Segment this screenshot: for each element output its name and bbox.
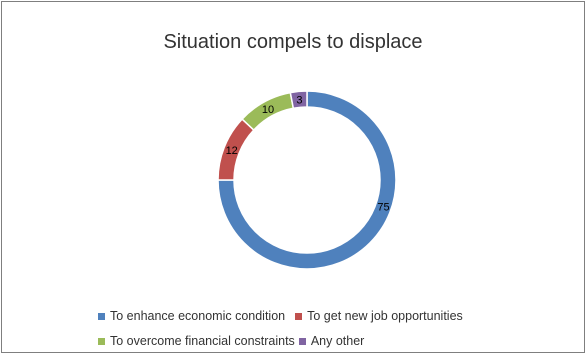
legend-swatch-financial — [98, 337, 105, 345]
legend-swatch-jobs — [295, 312, 303, 320]
legend-item-economic: To enhance economic condition — [98, 309, 285, 323]
data-label-to-overcome-financial-constraints: 10 — [262, 104, 274, 116]
legend-label-other: Any other — [310, 334, 365, 348]
legend-label-economic: To enhance economic condition — [110, 309, 286, 323]
legend-label-financial: To overcome financial constraints — [110, 334, 295, 348]
slice-any-other — [289, 90, 308, 110]
chart-title: Situation compels to displace — [163, 31, 423, 53]
legend-swatch-economic — [98, 312, 105, 320]
legend-swatch-other — [298, 337, 306, 345]
legend-item-other: Any other — [298, 334, 365, 348]
data-label-any-other: 3 — [296, 94, 302, 106]
legend-row-2: To overcome financial constraints Any ot… — [98, 334, 374, 348]
legend-item-jobs: To get new job opportunities — [295, 309, 463, 323]
legend-label-jobs: To get new job opportunities — [307, 309, 463, 323]
data-label-to-get-new-job-opportunities: 12 — [226, 145, 238, 157]
slice-to-enhance-economic-condition — [217, 90, 397, 270]
data-label-to-enhance-economic-condition: 75 — [377, 202, 389, 214]
legend-item-financial: To overcome financial constraints — [98, 334, 295, 348]
legend-row-1: To enhance economic condition To get new… — [98, 309, 473, 323]
